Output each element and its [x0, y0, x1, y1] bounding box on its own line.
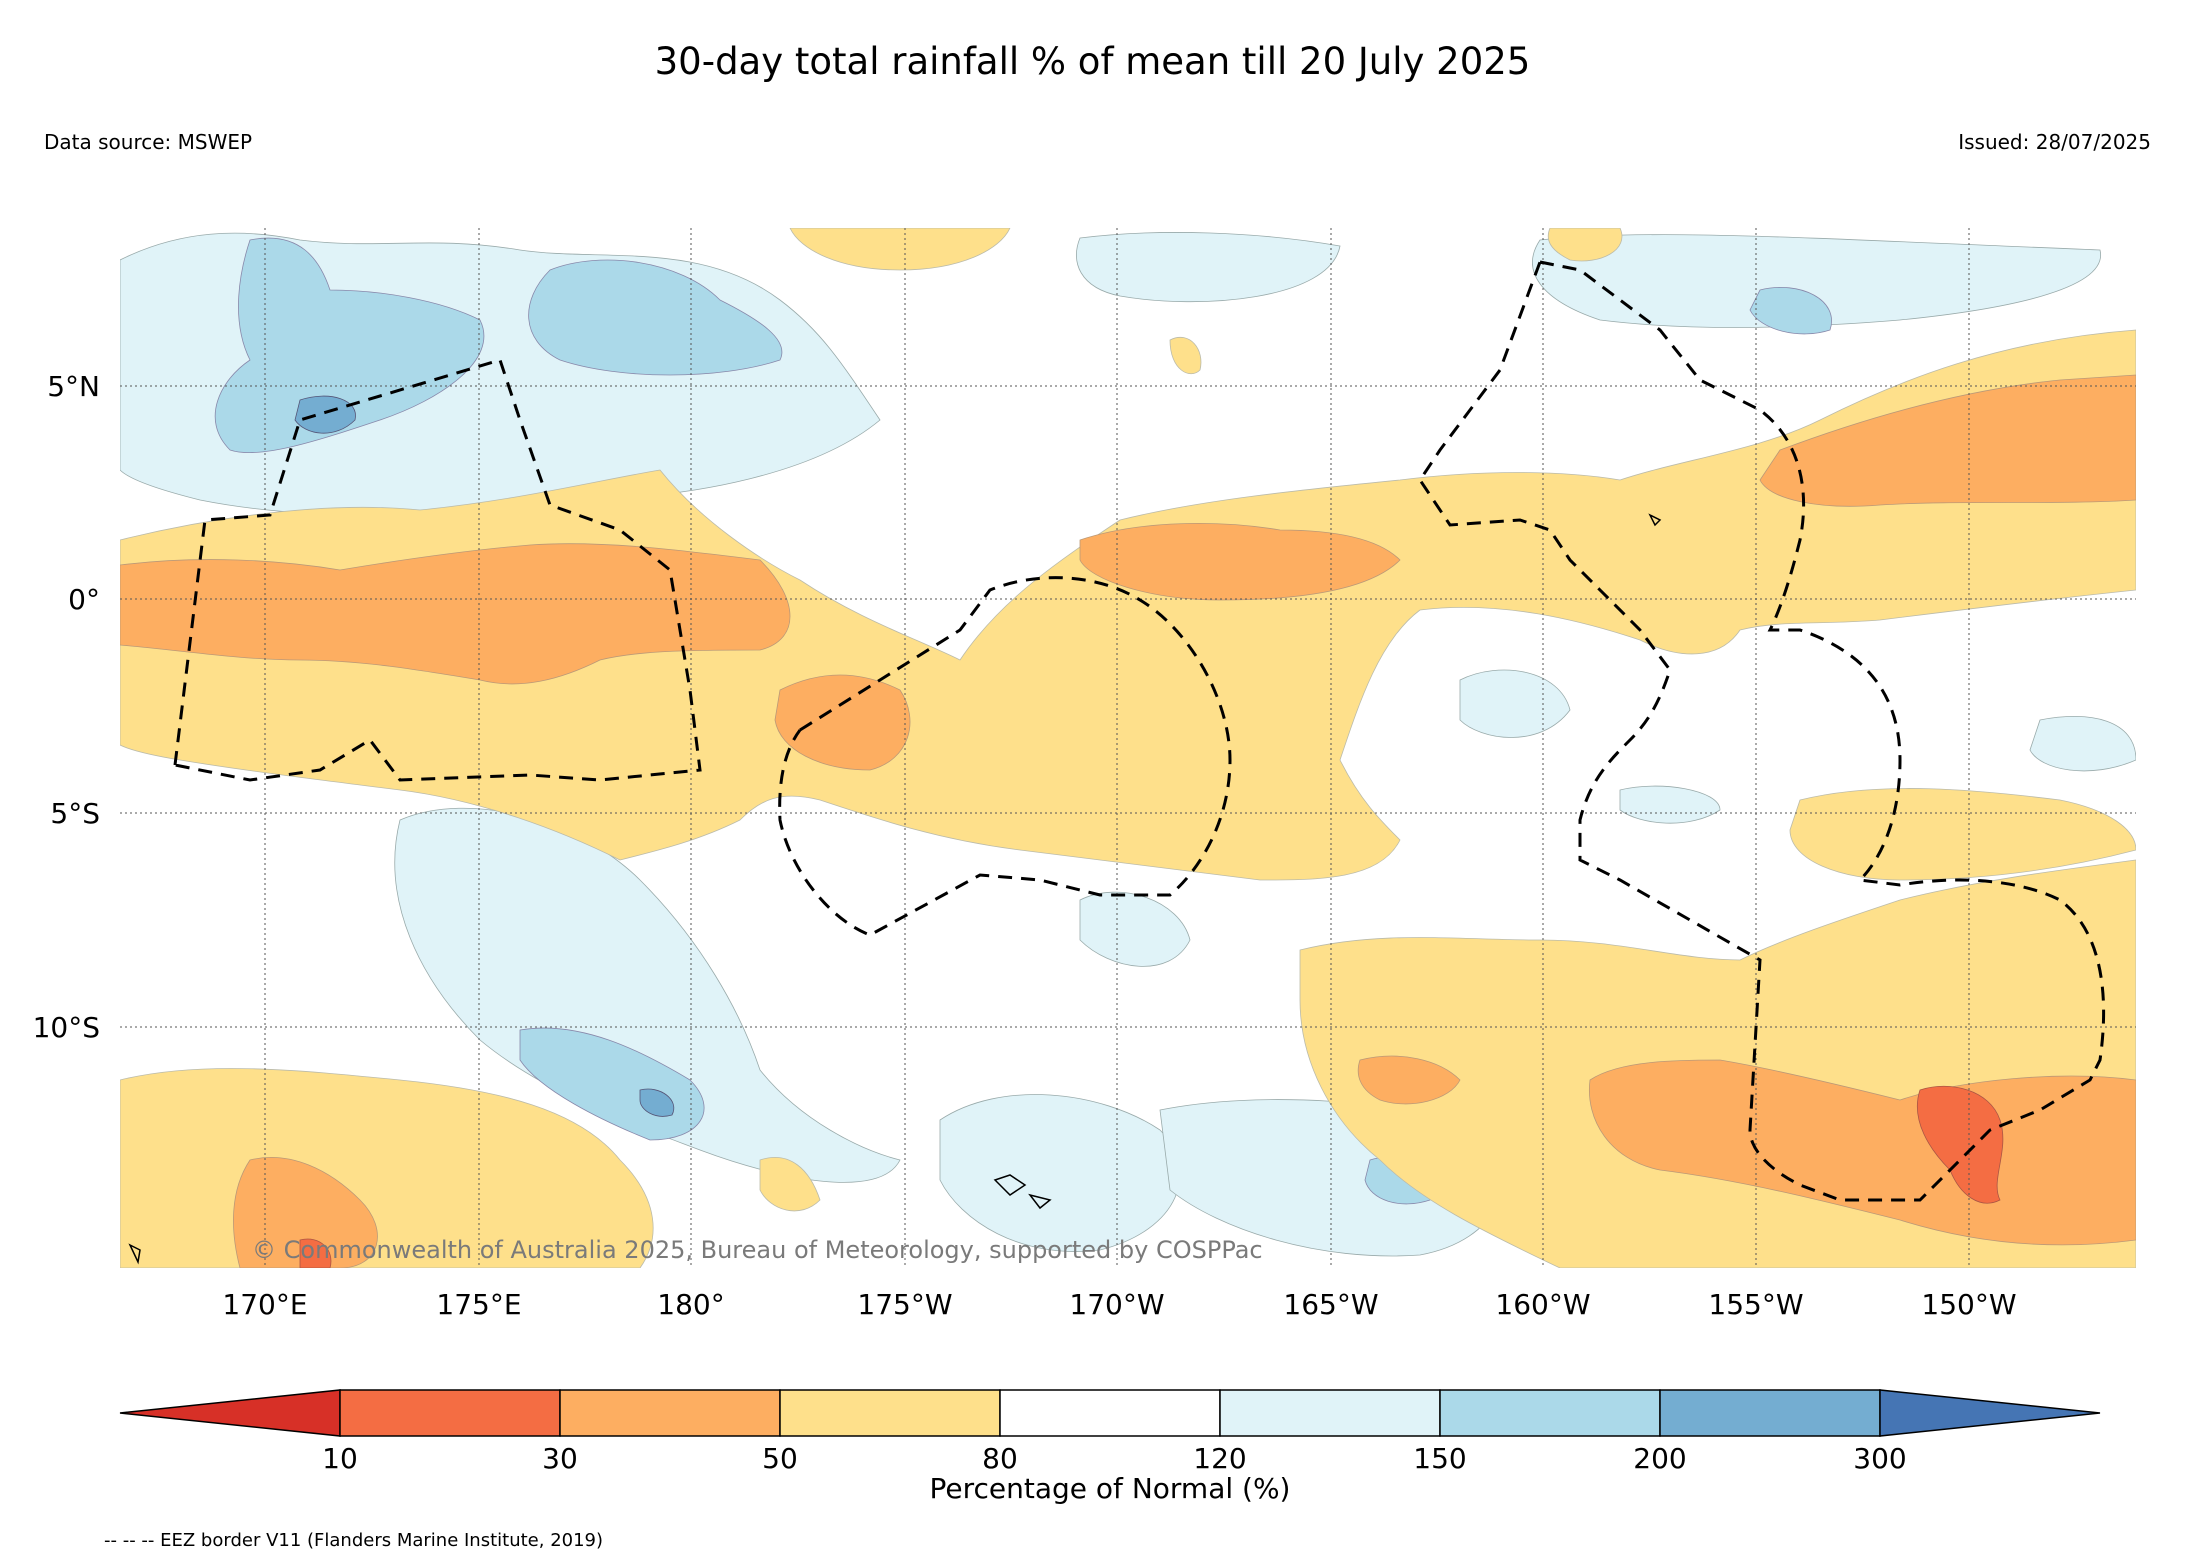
rainfall-region-50-80 — [789, 228, 1011, 271]
rainfall-region-120-150 — [1079, 891, 1191, 967]
colorbar — [119, 1389, 2101, 1437]
rainfall-region-50-80 — [759, 1157, 821, 1212]
rainfall-region-30-50 — [1759, 374, 2136, 507]
lon-tick-label: 150°W — [1921, 1288, 2016, 1321]
lon-tick-label: 170°E — [222, 1288, 307, 1321]
eez-border — [1418, 260, 2106, 1202]
colorbar-label: 150 — [1413, 1442, 1466, 1475]
rainfall-region-30-50 — [1357, 1055, 1461, 1105]
rainfall-region-120-150 — [2029, 716, 2136, 772]
colorbar-segment-120-150 — [1219, 1389, 1441, 1437]
eez-border — [778, 576, 1232, 937]
rainfall-region-30-50 — [233, 1157, 378, 1268]
rainfall-region-30-50 — [1079, 523, 1401, 601]
island — [1028, 1193, 1052, 1210]
lat-tick-label: 0° — [68, 583, 100, 616]
eez-borders — [173, 260, 2106, 1202]
colorbar-segment-10-30 — [339, 1389, 561, 1437]
colorbar-segment-gt300 — [1879, 1389, 2101, 1437]
rainfall-region-120-150 — [1619, 785, 1721, 824]
longitude-tick-labels: 170°E 175°E 180° 175°W 170°W 165°W 160°W… — [222, 1288, 2016, 1321]
copyright-notice: © Commonwealth of Australia 2025, Bureau… — [252, 1236, 1263, 1264]
colorbar-segment-80-120 — [999, 1389, 1221, 1437]
rainfall-region-50-80 — [1547, 228, 1623, 262]
islands — [128, 513, 1662, 1265]
island — [993, 1174, 1027, 1196]
island — [1648, 513, 1662, 527]
colorbar-labels: 10 30 50 80 120 150 200 300 — [322, 1442, 1907, 1475]
colorbar-label: 10 — [322, 1442, 358, 1475]
eez-border — [173, 358, 702, 782]
rainfall-region-150-200 — [1749, 287, 1832, 335]
rainfall-region-200-300 — [639, 1088, 675, 1117]
island — [128, 1243, 141, 1265]
map-plot-area: © Commonwealth of Australia 2025, Bureau… — [120, 228, 2136, 1268]
rainfall-region-120-150 — [939, 1094, 1181, 1252]
lon-tick-label: 165°W — [1283, 1288, 1378, 1321]
rainfall-region-10-30 — [1916, 1085, 2004, 1204]
colorbar-label: 200 — [1633, 1442, 1686, 1475]
colorbar-label: 120 — [1193, 1442, 1246, 1475]
map-title: 30-day total rainfall % of mean till 20 … — [654, 40, 1531, 83]
rainfall-region-150-200 — [528, 259, 783, 376]
lon-tick-label: 155°W — [1708, 1288, 1803, 1321]
rainfall-region-120-150 — [394, 807, 901, 1183]
lat-tick-label: 10°S — [33, 1011, 100, 1044]
rainfall-region-50-80 — [1169, 337, 1202, 375]
rainfall-region-120-150 — [1532, 234, 2101, 328]
colorbar-segment-50-80 — [779, 1389, 1001, 1437]
lat-tick-label: 5°S — [50, 797, 100, 830]
lon-tick-label: 175°W — [857, 1288, 952, 1321]
rainfall-region-50-80 — [120, 329, 2136, 881]
lon-tick-label: 180° — [657, 1288, 724, 1321]
issued-date-label: Issued: 28/07/2025 — [1958, 130, 2151, 154]
rainfall-region-200-300 — [294, 395, 356, 434]
colorbar-title: Percentage of Normal (%) — [930, 1472, 1291, 1505]
rainfall-region-10-30 — [299, 1238, 332, 1268]
colorbar-label: 50 — [762, 1442, 798, 1475]
colorbar-label: 80 — [982, 1442, 1018, 1475]
colorbar-label: 30 — [542, 1442, 578, 1475]
lat-tick-label: 5°N — [47, 370, 100, 403]
colorbar-segment-200-300 — [1659, 1389, 1881, 1437]
latitude-tick-labels: 5°N 0° 5°S 10°S — [33, 370, 100, 1044]
rainfall-region-30-50 — [120, 543, 791, 685]
eez-legend-note: -- -- -- EEZ border V11 (Flanders Marine… — [104, 1530, 604, 1551]
lon-tick-label: 170°W — [1069, 1288, 1164, 1321]
rainfall-region-30-50 — [774, 674, 911, 771]
colorbar-segment-150-200 — [1439, 1389, 1661, 1437]
colorbar-segment-30-50 — [559, 1389, 781, 1437]
lon-tick-label: 175°E — [436, 1288, 521, 1321]
colorbar-segment-lt10 — [119, 1389, 341, 1437]
data-source-label: Data source: MSWEP — [44, 130, 253, 154]
lon-tick-label: 160°W — [1495, 1288, 1590, 1321]
map-gridlines — [120, 228, 2136, 1268]
rainfall-region-120-150 — [1459, 669, 1571, 738]
rainfall-region-120-150 — [1076, 232, 1341, 303]
much-wetter-regions — [214, 237, 1832, 1205]
rainfall-region-150-200 — [214, 237, 485, 453]
colorbar-label: 300 — [1853, 1442, 1906, 1475]
